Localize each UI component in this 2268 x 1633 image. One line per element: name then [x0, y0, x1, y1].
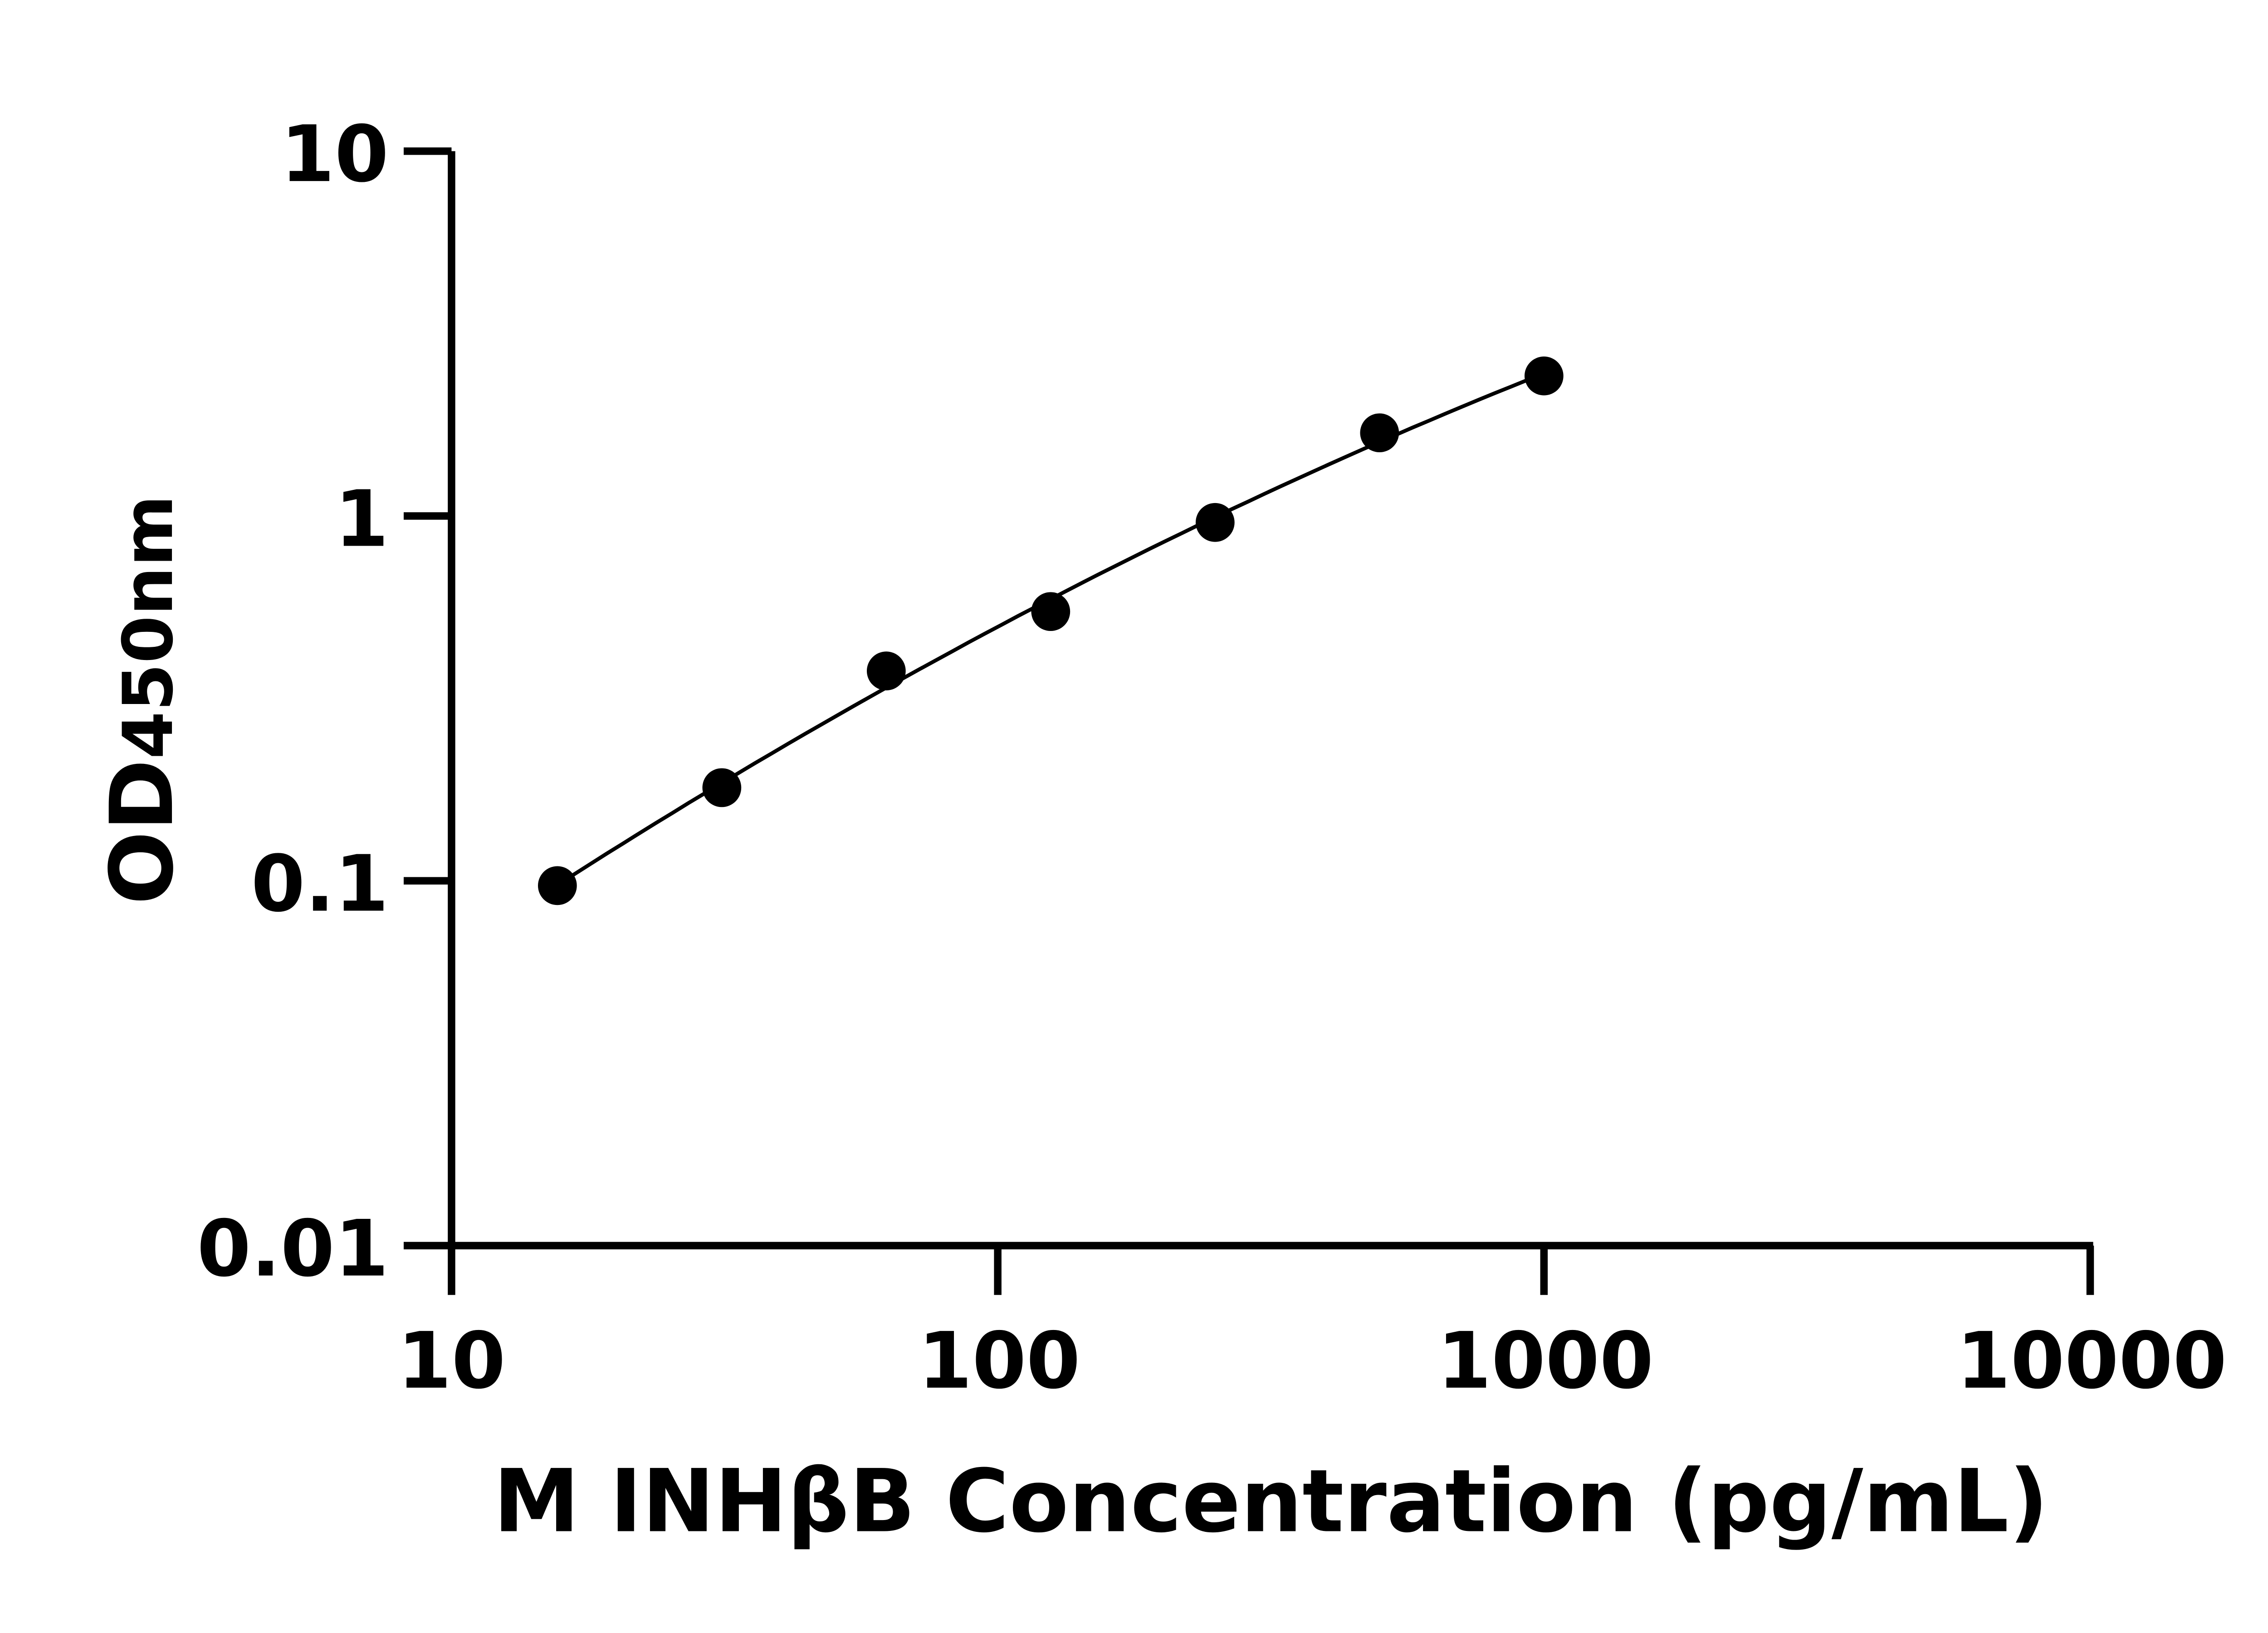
data-point-7 [1524, 356, 1564, 396]
data-point-5 [1195, 503, 1235, 542]
axes [403, 147, 2094, 1295]
y-tick-label: 10 [280, 109, 389, 200]
data-point-3 [866, 651, 906, 690]
data-point-6 [1360, 413, 1399, 453]
y-axis-label: OD450nm [92, 495, 193, 905]
x-tick-label: 10 [397, 1316, 506, 1406]
x-axis-label: M INHβB Concentration (pg/mL) [494, 1452, 2048, 1552]
x-tick-label: 1000 [1437, 1316, 1654, 1406]
y-axis-label-sub: 450nm [108, 495, 188, 759]
data-point-1 [538, 866, 577, 905]
x-tick-label: 100 [918, 1316, 1080, 1406]
data-point-4 [1031, 592, 1070, 631]
data-point-2 [702, 768, 742, 807]
y-tick-label: 1 [335, 474, 389, 564]
y-axis-label-main: OD [92, 759, 193, 905]
tick-labels: 0.01 0.1 1 10 10 100 1000 10000 [197, 109, 2227, 1406]
x-tick-label: 10000 [1956, 1316, 2227, 1406]
data-points [538, 356, 1564, 905]
y-tick-label: 0.1 [251, 839, 389, 929]
y-tick-label: 0.01 [197, 1204, 389, 1294]
